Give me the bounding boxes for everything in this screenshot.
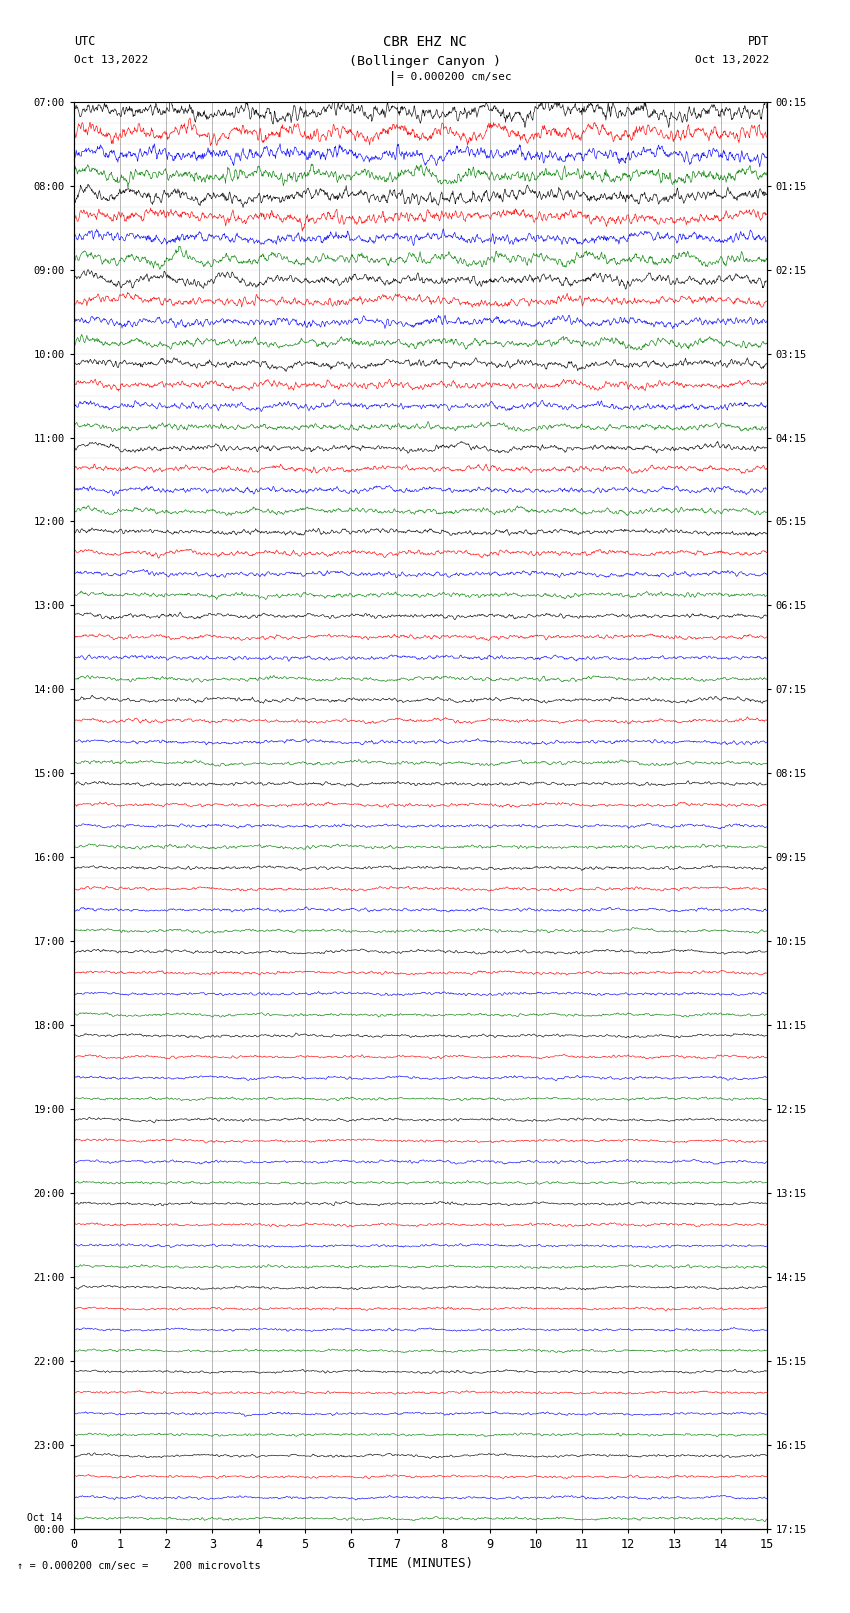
Text: ∣: ∣ — [387, 71, 396, 85]
Text: Oct 13,2022: Oct 13,2022 — [695, 55, 769, 65]
X-axis label: TIME (MINUTES): TIME (MINUTES) — [368, 1557, 473, 1569]
Text: ↑ = 0.000200 cm/sec =    200 microvolts: ↑ = 0.000200 cm/sec = 200 microvolts — [17, 1561, 261, 1571]
Text: (Bollinger Canyon ): (Bollinger Canyon ) — [349, 55, 501, 68]
Text: Oct 13,2022: Oct 13,2022 — [74, 55, 148, 65]
Text: UTC: UTC — [74, 35, 95, 48]
Text: PDT: PDT — [748, 35, 769, 48]
Text: Oct 14: Oct 14 — [27, 1513, 62, 1523]
Text: = 0.000200 cm/sec: = 0.000200 cm/sec — [397, 71, 512, 82]
Text: CBR EHZ NC: CBR EHZ NC — [383, 35, 467, 50]
